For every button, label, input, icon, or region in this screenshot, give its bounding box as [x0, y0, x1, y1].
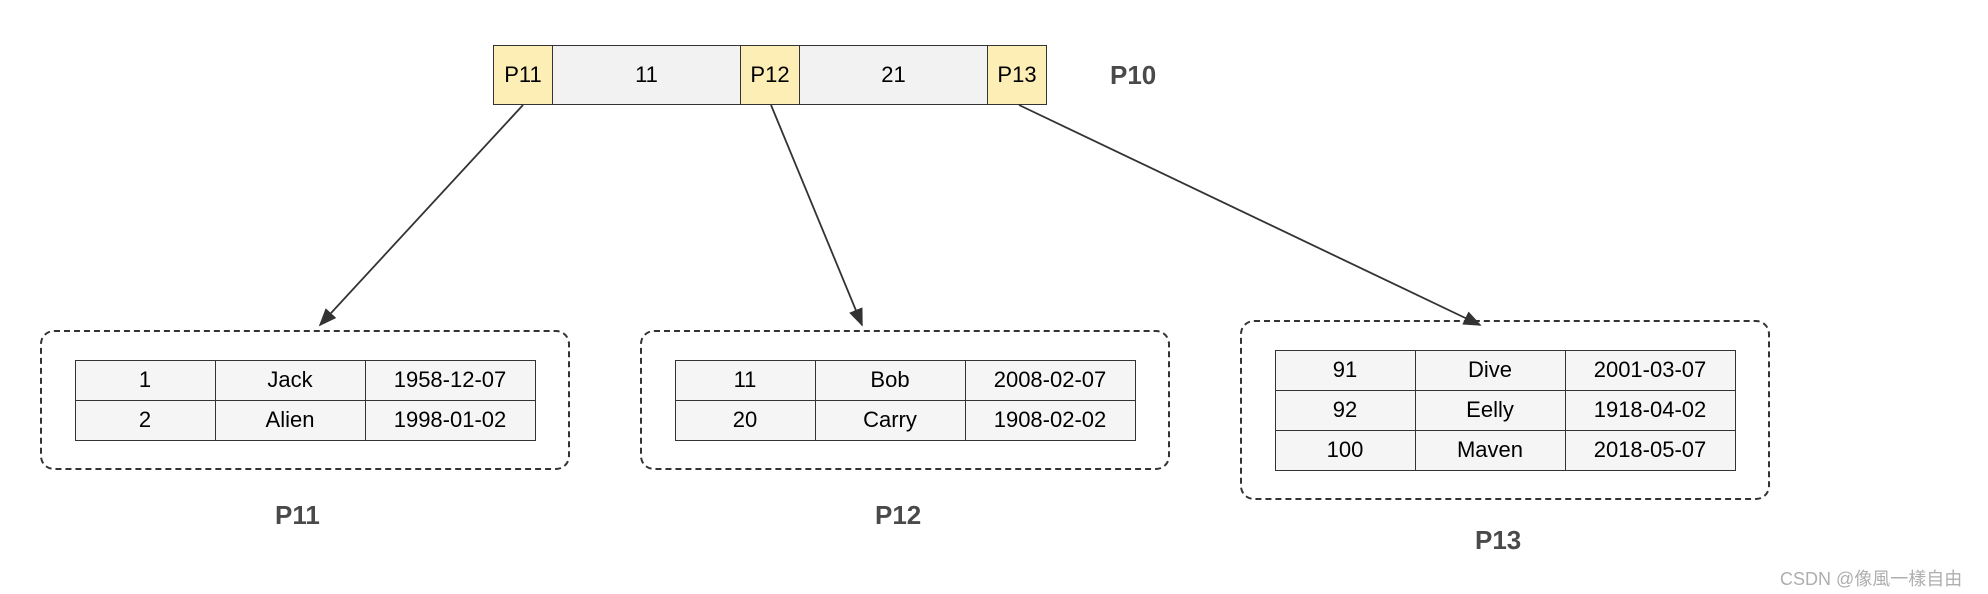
row-date-cell: 2018-05-07: [1565, 430, 1735, 470]
watermark-text: CSDN @像風一樣自由: [1780, 565, 1962, 591]
leaf-node-p11: 1Jack1958-12-072Alien1998-01-02: [40, 330, 570, 470]
row-date-cell: 1908-02-02: [965, 400, 1135, 440]
root-pointer-cell: P11: [493, 45, 553, 105]
row-date-cell: 1958-12-07: [365, 360, 535, 400]
row-id-cell: 100: [1275, 430, 1415, 470]
row-date-cell: 1918-04-02: [1565, 390, 1735, 430]
leaf-table: 1Jack1958-12-072Alien1998-01-02: [75, 360, 536, 441]
leaf-node-label: P12: [875, 500, 921, 531]
row-name-cell: Alien: [215, 400, 365, 440]
row-date-cell: 2008-02-07: [965, 360, 1135, 400]
leaf-table: 91Dive2001-03-0792Eelly1918-04-02100Mave…: [1275, 350, 1736, 471]
leaf-node-p12: 11Bob2008-02-0720Carry1908-02-02: [640, 330, 1170, 470]
root-key-cell: 21: [799, 45, 989, 105]
row-id-cell: 91: [1275, 350, 1415, 390]
diagram-canvas: P1111P1221P13 P10 1Jack1958-12-072Alien1…: [0, 0, 1988, 594]
tree-edge: [771, 105, 862, 325]
table-row: 91Dive2001-03-07: [1275, 350, 1735, 390]
leaf-node-label: P11: [275, 500, 320, 531]
row-name-cell: Maven: [1415, 430, 1565, 470]
row-date-cell: 2001-03-07: [1565, 350, 1735, 390]
table-row: 2Alien1998-01-02: [75, 400, 535, 440]
root-pointer-cell: P12: [740, 45, 800, 105]
root-pointer-cell: P13: [987, 45, 1047, 105]
table-row: 100Maven2018-05-07: [1275, 430, 1735, 470]
root-node: P1111P1221P13: [493, 45, 1047, 105]
leaf-node-label: P13: [1475, 525, 1521, 556]
row-name-cell: Eelly: [1415, 390, 1565, 430]
table-row: 92Eelly1918-04-02: [1275, 390, 1735, 430]
table-row: 1Jack1958-12-07: [75, 360, 535, 400]
table-row: 20Carry1908-02-02: [675, 400, 1135, 440]
root-key-cell: 11: [552, 45, 742, 105]
row-name-cell: Dive: [1415, 350, 1565, 390]
row-name-cell: Bob: [815, 360, 965, 400]
row-name-cell: Carry: [815, 400, 965, 440]
root-node-label: P10: [1110, 60, 1156, 91]
row-date-cell: 1998-01-02: [365, 400, 535, 440]
tree-edge: [1019, 105, 1480, 325]
leaf-node-p13: 91Dive2001-03-0792Eelly1918-04-02100Mave…: [1240, 320, 1770, 500]
row-id-cell: 11: [675, 360, 815, 400]
tree-edge: [320, 105, 523, 325]
row-id-cell: 20: [675, 400, 815, 440]
row-name-cell: Jack: [215, 360, 365, 400]
row-id-cell: 1: [75, 360, 215, 400]
leaf-table: 11Bob2008-02-0720Carry1908-02-02: [675, 360, 1136, 441]
row-id-cell: 2: [75, 400, 215, 440]
table-row: 11Bob2008-02-07: [675, 360, 1135, 400]
row-id-cell: 92: [1275, 390, 1415, 430]
